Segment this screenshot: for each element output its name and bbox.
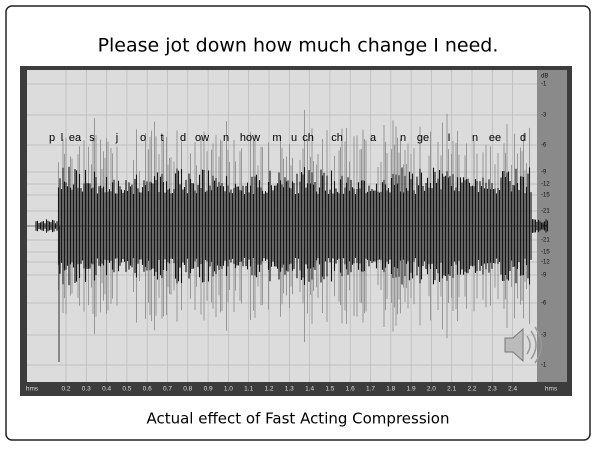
phoneme-label: l xyxy=(61,132,63,144)
phoneme-label: j xyxy=(115,132,118,144)
db-label: -1 xyxy=(541,82,547,88)
db-label: -∞ xyxy=(541,224,547,230)
phoneme-label: ch xyxy=(331,132,343,144)
phoneme-label: o xyxy=(140,132,146,144)
phoneme-label: a xyxy=(370,132,377,144)
db-label: -3 xyxy=(541,333,547,339)
time-label: 0.4 xyxy=(102,386,111,393)
time-label: 0.8 xyxy=(183,386,192,393)
time-label: 0.3 xyxy=(82,386,91,393)
phoneme-label: ch xyxy=(302,132,314,144)
db-label: -12 xyxy=(541,182,550,188)
time-label: 2.3 xyxy=(488,386,497,393)
db-label: -21 xyxy=(541,209,550,215)
time-label: 1.2 xyxy=(264,386,273,393)
db-label: -6 xyxy=(541,143,547,149)
time-label: 1.4 xyxy=(305,386,314,393)
phoneme-label: n xyxy=(400,132,406,144)
phoneme-label: u xyxy=(291,132,297,144)
time-label: 0.9 xyxy=(204,386,213,393)
caption: Actual effect of Fast Acting Compression xyxy=(146,410,449,428)
phoneme-label: m xyxy=(272,132,281,144)
time-label: 2.2 xyxy=(467,386,476,393)
phoneme-label: t xyxy=(160,132,163,144)
db-label: -15 xyxy=(541,193,550,199)
db-label: -9 xyxy=(541,170,547,176)
time-label: 0.7 xyxy=(163,386,172,393)
time-label: 1.5 xyxy=(325,386,334,393)
phoneme-label: ee xyxy=(489,132,501,144)
time-label: 0.5 xyxy=(122,386,131,393)
phoneme-label: d xyxy=(520,132,526,144)
speaker-icon xyxy=(504,326,543,364)
phoneme-label: p xyxy=(49,132,55,144)
phoneme-label: d xyxy=(180,132,186,144)
db-label: -9 xyxy=(541,273,547,279)
phoneme-label: n xyxy=(472,132,478,144)
phoneme-label: s xyxy=(89,132,95,144)
time-label: hms xyxy=(545,386,558,393)
phoneme-label: ge xyxy=(417,132,429,144)
time-label: 1.0 xyxy=(224,386,233,393)
time-label: 0.6 xyxy=(143,386,152,393)
db-label: dB xyxy=(541,74,548,80)
waveform-body xyxy=(35,166,549,286)
time-label: 1.9 xyxy=(407,386,416,393)
time-label: 1.1 xyxy=(244,386,253,393)
phoneme-label: n xyxy=(223,132,229,144)
time-label: 1.7 xyxy=(366,386,375,393)
db-label: -6 xyxy=(541,301,547,307)
phoneme-label: I xyxy=(447,132,450,144)
db-label: -3 xyxy=(541,113,547,119)
phoneme-label: ea xyxy=(69,132,82,144)
time-label: hms xyxy=(26,386,39,393)
time-label: 2.4 xyxy=(508,386,517,393)
db-label: -12 xyxy=(541,260,550,266)
time-label: 0.2 xyxy=(61,386,70,393)
time-label: 2.1 xyxy=(447,386,456,393)
time-label: 1.6 xyxy=(346,386,355,393)
db-label: -21 xyxy=(541,238,550,244)
time-label: 1.8 xyxy=(386,386,395,393)
title: Please jot down how much change I need. xyxy=(98,35,499,57)
phoneme-label: ow xyxy=(195,132,209,144)
db-label: -1 xyxy=(541,363,547,369)
time-label: 2.0 xyxy=(427,386,436,393)
phoneme-label: how xyxy=(240,132,260,144)
time-label: 1.3 xyxy=(285,386,294,393)
db-label: -15 xyxy=(541,250,550,256)
